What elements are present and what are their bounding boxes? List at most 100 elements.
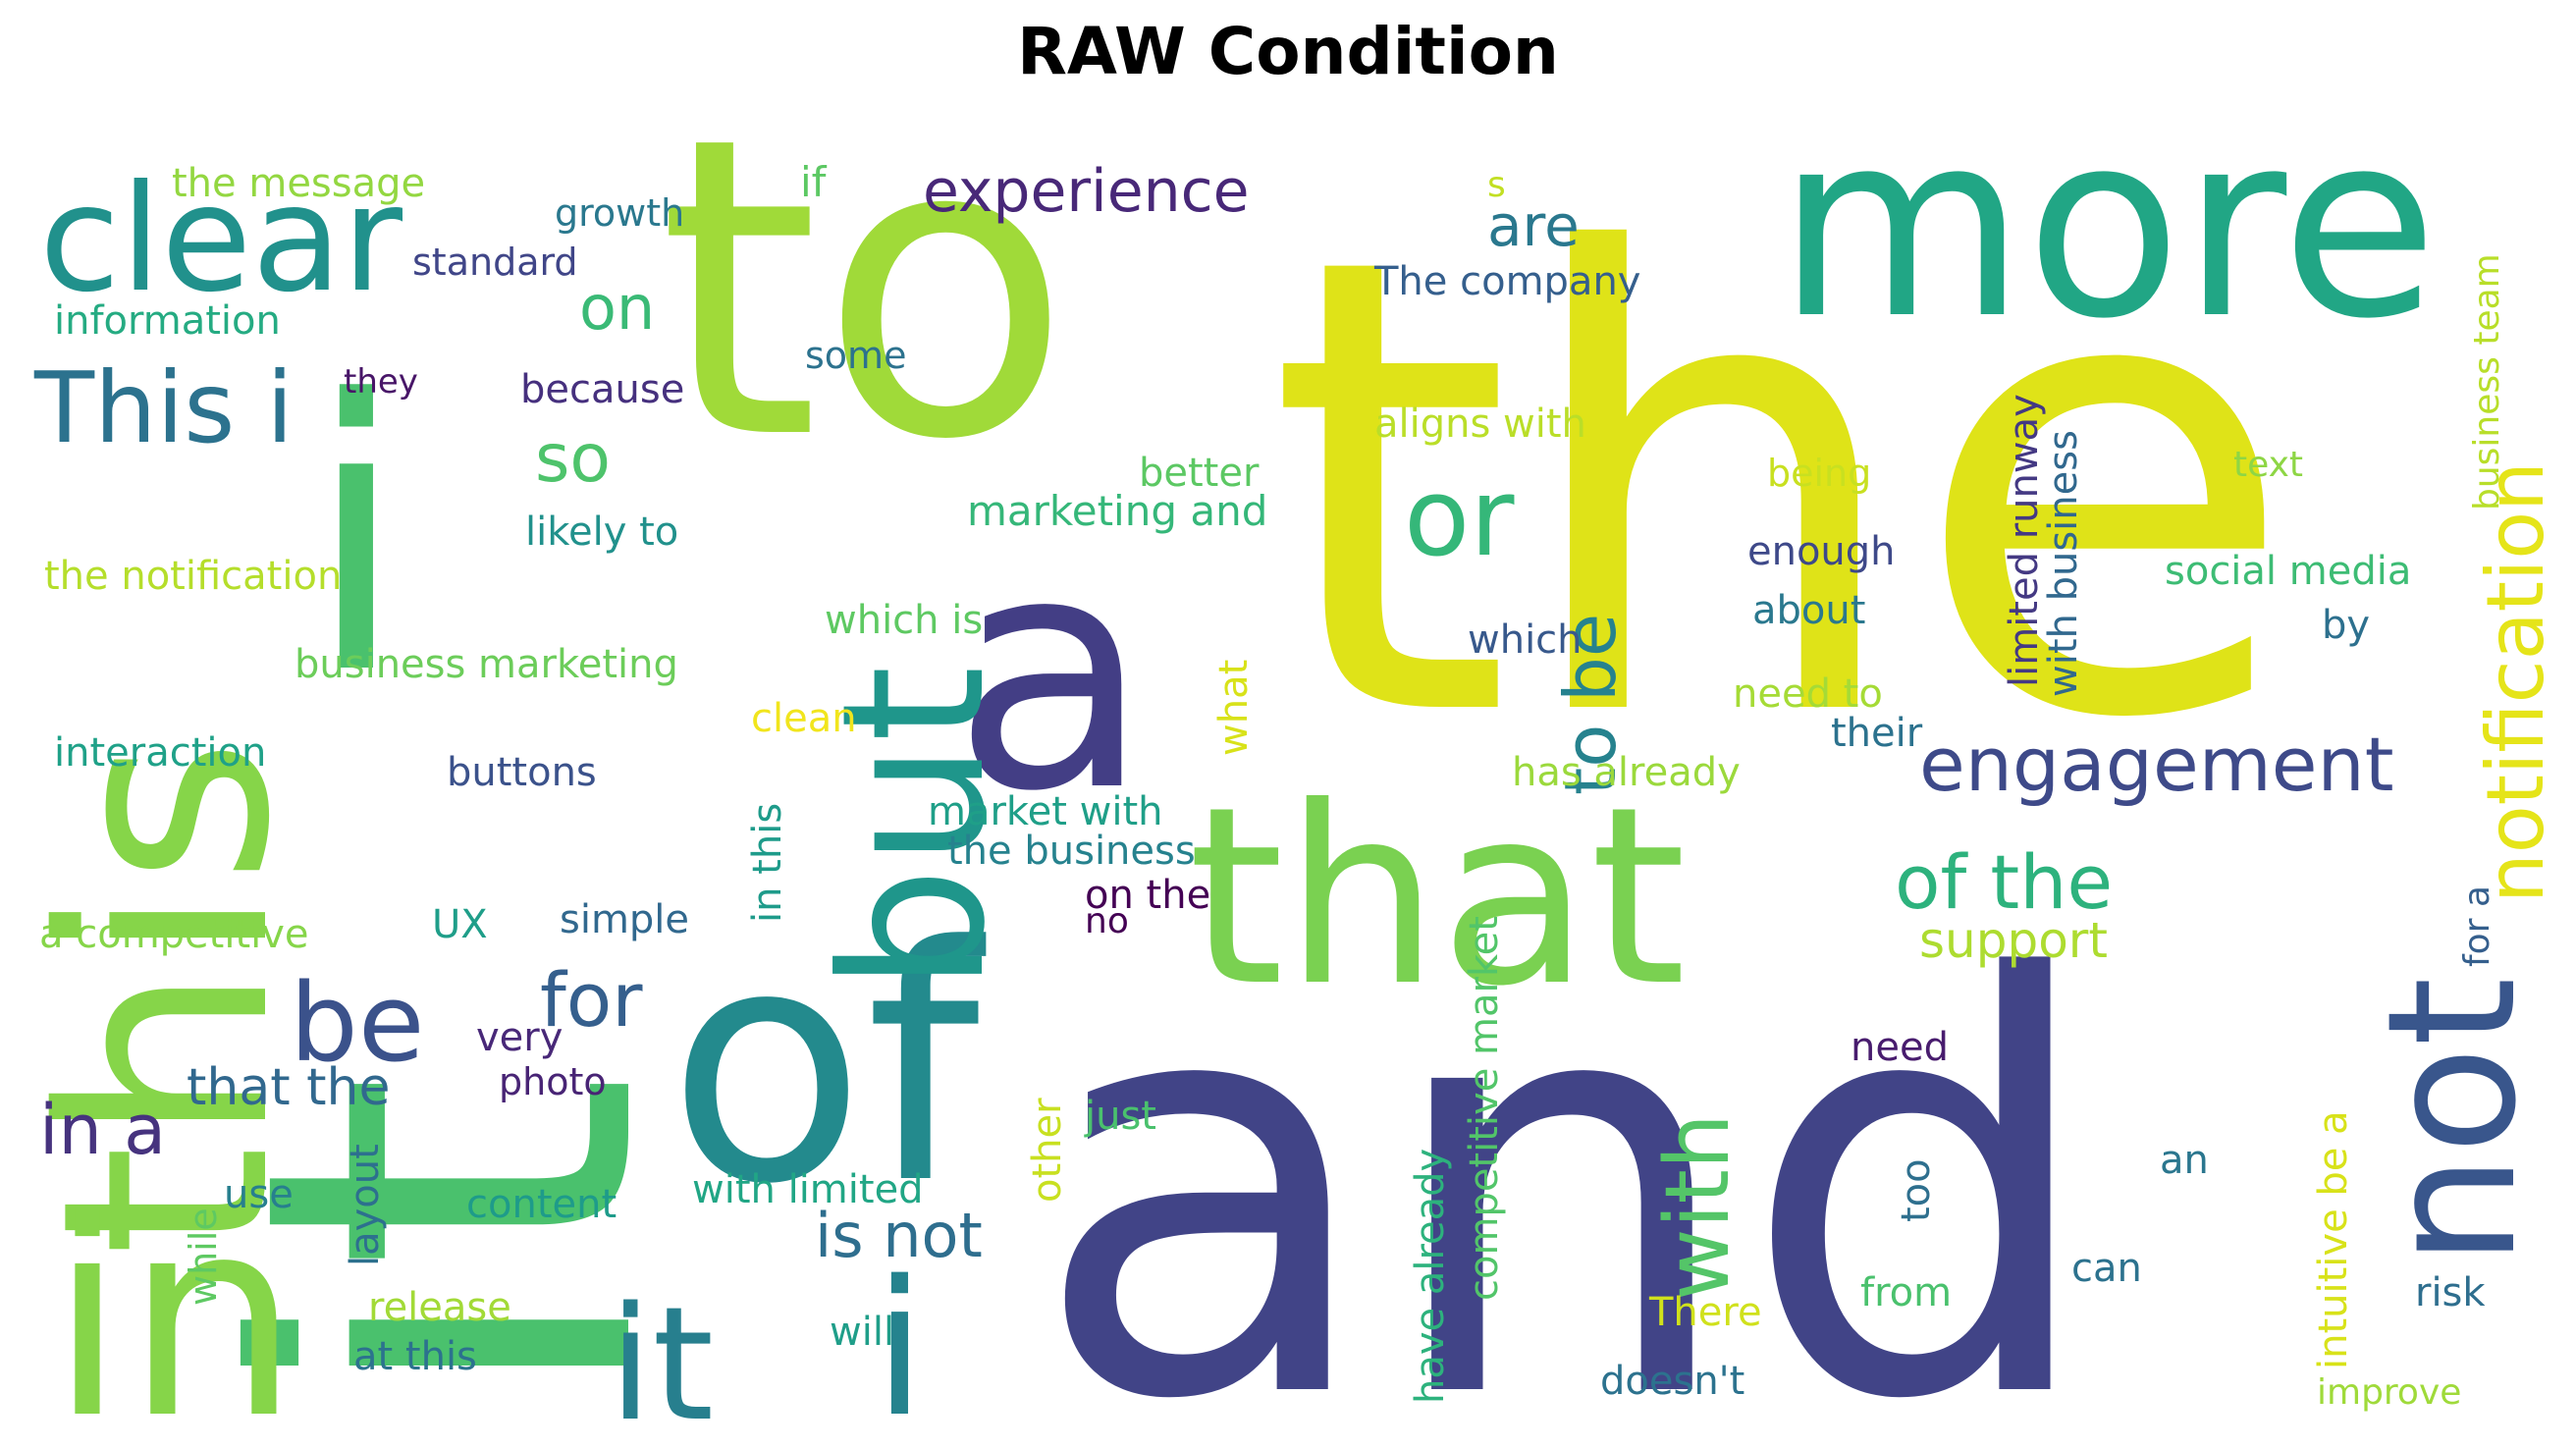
word-cloud-word: to be (1549, 614, 1632, 795)
word-cloud-word: on (579, 272, 655, 344)
word-cloud-word: notification (2470, 461, 2561, 903)
word-cloud-word: the notification (44, 554, 342, 599)
word-cloud-word: on the (1085, 873, 1210, 918)
word-cloud-word: it (609, 1272, 714, 1448)
word-cloud-word: need (1851, 1025, 1949, 1070)
word-cloud-word: buttons (447, 750, 597, 795)
word-cloud-word: from (1860, 1270, 1952, 1315)
word-cloud-word: This i (33, 350, 294, 465)
word-cloud-word: risk (2415, 1270, 2486, 1315)
word-cloud-word: a competitive (39, 912, 309, 957)
word-cloud-word: or (1404, 455, 1515, 580)
word-cloud-word: i (874, 1241, 926, 1448)
chart-title: RAW Condition (1017, 14, 1559, 89)
word-cloud-word: at this (353, 1334, 477, 1379)
word-cloud-word: too (1894, 1158, 1939, 1222)
word-cloud-word: photo (499, 1060, 607, 1103)
word-cloud-word: for a (2457, 885, 2497, 967)
word-cloud-word: doesn't (1600, 1359, 1744, 1404)
word-cloud-word: aligns with (1374, 402, 1586, 447)
word-cloud-word: in (49, 1159, 299, 1448)
word-cloud-word: i (304, 321, 408, 756)
word-cloud-word: of the (1895, 838, 2113, 926)
word-cloud-word: a (952, 485, 1151, 862)
word-cloud-word: UX (432, 902, 488, 947)
word-cloud-word: layout (343, 1144, 388, 1266)
word-cloud-word: what (1211, 660, 1257, 756)
word-cloud-word: if (800, 158, 828, 206)
word-cloud-word: business marketing (295, 642, 678, 687)
word-cloud-word: experience (923, 157, 1250, 226)
word-cloud-word: better (1139, 451, 1260, 496)
word-cloud-word: the message (172, 161, 425, 206)
word-cloud-word: is not (815, 1200, 983, 1271)
word-cloud-word: the (1266, 124, 2297, 855)
word-cloud-word: it (154, 1072, 749, 1414)
word-cloud-word: s (1487, 165, 1506, 205)
word-cloud-word: business team (2467, 253, 2507, 510)
word-cloud-word: market with (928, 789, 1163, 834)
word-cloud-word: very (476, 1015, 563, 1060)
word-cloud-word: growth (555, 191, 684, 235)
word-cloud-word: in a (39, 1090, 166, 1170)
word-cloud-word: while (182, 1207, 225, 1306)
word-cloud-word: support (1919, 912, 2108, 969)
word-cloud-word: not (2350, 977, 2555, 1266)
word-cloud-word: There (1648, 1290, 1762, 1335)
word-cloud-word: being (1767, 452, 1871, 495)
word-cloud-word: can (2071, 1246, 2142, 1291)
word-cloud-word: The company (1373, 259, 1640, 304)
word-cloud-word: their (1831, 711, 1923, 756)
word-cloud-word: competitive market (1462, 916, 1507, 1301)
word-cloud-word: by (2322, 603, 2370, 648)
word-cloud-word: are (1487, 192, 1580, 259)
word-cloud-word: improve (2317, 1372, 2461, 1413)
word-cloud-word: and (1031, 861, 2102, 1448)
word-cloud-word: clean (751, 696, 857, 741)
word-cloud-word: engagement (1919, 721, 2394, 808)
word-cloud-word: which is (825, 598, 983, 643)
word-cloud-word: to (658, 50, 1072, 530)
word-cloud-word: have already (1408, 1149, 1453, 1404)
word-cloud-word: has already (1512, 750, 1741, 795)
word-cloud-word: release (368, 1285, 511, 1330)
word-cloud-word: simple (560, 897, 689, 942)
word-cloud-word: some (805, 334, 906, 377)
word-cloud-word: interaction (54, 730, 266, 776)
word-cloud-word: with limited (692, 1167, 924, 1212)
word-cloud-word: marketing and (967, 487, 1267, 535)
word-cloud-word: so (535, 420, 611, 498)
word-cloud-word: content (466, 1182, 617, 1227)
word-cloud-word: more (1777, 79, 2439, 375)
word-cloud-word: they (344, 362, 418, 402)
word-cloud-word: information (54, 298, 281, 344)
word-cloud-word: with (1646, 1113, 1749, 1301)
word-cloud-word: an (2160, 1138, 2209, 1183)
word-cloud-word: will (830, 1310, 894, 1355)
word-cloud-word: because (520, 367, 684, 412)
word-cloud-word: intuitive be a (2311, 1110, 2356, 1369)
word-cloud-word: need to (1733, 671, 1883, 717)
word-cloud-word: the business (947, 829, 1196, 874)
word-cloud-word: this (2, 737, 333, 1257)
word-cloud-word: but (800, 666, 1029, 992)
word-cloud-word: clear (39, 154, 402, 325)
word-cloud-word: in this (745, 803, 790, 923)
word-cloud-word: social media (2165, 549, 2411, 594)
word-cloud-word: that the (187, 1058, 390, 1117)
word-cloud-word: text (2233, 445, 2303, 485)
word-cloud-word: for (540, 956, 643, 1044)
word-cloud-word: with business (2041, 430, 2086, 697)
word-cloud-word: limited runway (2002, 394, 2047, 687)
word-cloud-word: no (1085, 901, 1129, 941)
word-cloud-word: other (1025, 1098, 1070, 1203)
word-cloud-word: use (224, 1172, 294, 1217)
word-cloud-word: be (290, 960, 425, 1086)
word-cloud-word: standard (412, 241, 578, 284)
word-cloud-word: which (1468, 617, 1583, 663)
word-cloud-word: of (668, 878, 988, 1255)
word-cloud-word: that (1188, 754, 1687, 1040)
word-cloud-word: enough (1747, 529, 1896, 574)
word-cloud-word: just (1084, 1094, 1156, 1139)
